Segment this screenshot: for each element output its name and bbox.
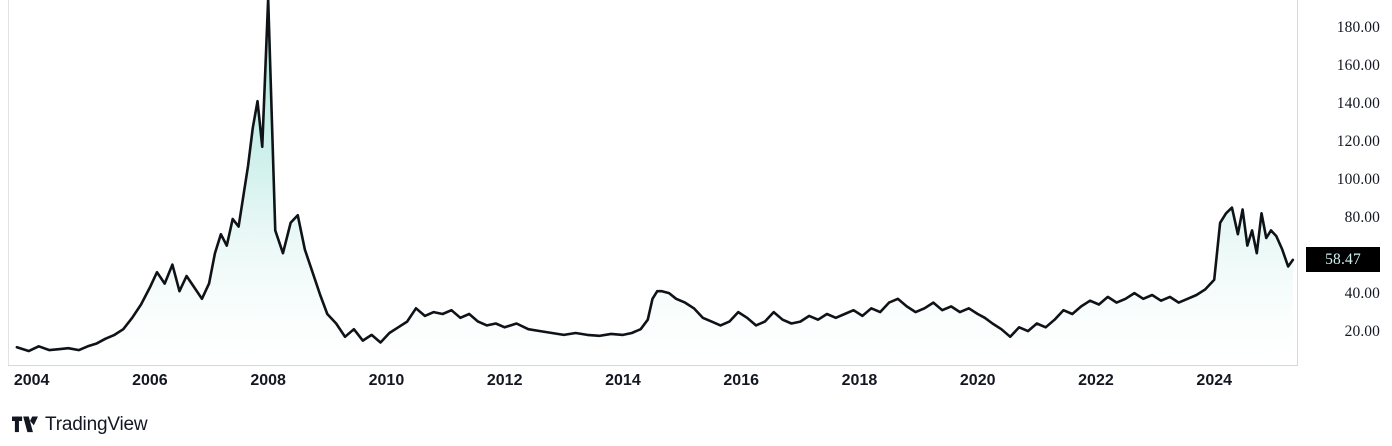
time-axis-tick: 2014	[605, 372, 641, 389]
time-axis-tick: 2020	[959, 372, 996, 389]
time-axis-tick: 2010	[368, 372, 405, 389]
price-series-svg	[15, 0, 1295, 366]
price-line	[15, 0, 1295, 353]
time-axis-tick: 2004	[13, 372, 50, 389]
time-axis-tick: 2008	[250, 372, 286, 389]
time-axis-tick: 2024	[1196, 372, 1233, 389]
price-axis-tick: 80.00	[1344, 209, 1380, 226]
chart-plot-area[interactable]	[8, 0, 1297, 366]
area-fill	[16, 0, 1293, 366]
price-axis[interactable]: 180.00 160.00 140.00 120.00 100.00 80.00 40.00…	[1298, 0, 1392, 366]
price-axis-tick: 40.00	[1344, 285, 1380, 302]
tradingview-watermark: TradingView	[12, 414, 148, 435]
price-axis-tick: 120.00	[1336, 133, 1380, 150]
price-axis-tick: 140.00	[1336, 95, 1380, 112]
plot-bottom-border	[8, 365, 1297, 366]
tradingview-logo-icon	[12, 416, 38, 433]
plot-left-border	[8, 0, 9, 366]
time-axis-tick: 2016	[723, 372, 759, 389]
price-axis-tick: 160.00	[1336, 57, 1380, 74]
time-axis-tick: 2012	[486, 372, 523, 389]
price-axis-tick: 180.00	[1336, 19, 1380, 36]
price-axis-tick: 100.00	[1336, 171, 1380, 188]
price-axis-tick: 20.00	[1344, 323, 1380, 340]
current-price-badge[interactable]: 58.47	[1306, 247, 1380, 273]
tradingview-brand-label: TradingView	[45, 414, 148, 435]
time-axis-tick: 2018	[841, 372, 878, 389]
plot-right-border	[1297, 0, 1298, 366]
time-axis-tick: 2022	[1078, 372, 1114, 389]
time-axis[interactable]: 2004 2006 2008 2010 2012 2014 2016 2018 2020 2022…	[0, 366, 1297, 402]
time-axis-tick: 2006	[132, 372, 168, 389]
